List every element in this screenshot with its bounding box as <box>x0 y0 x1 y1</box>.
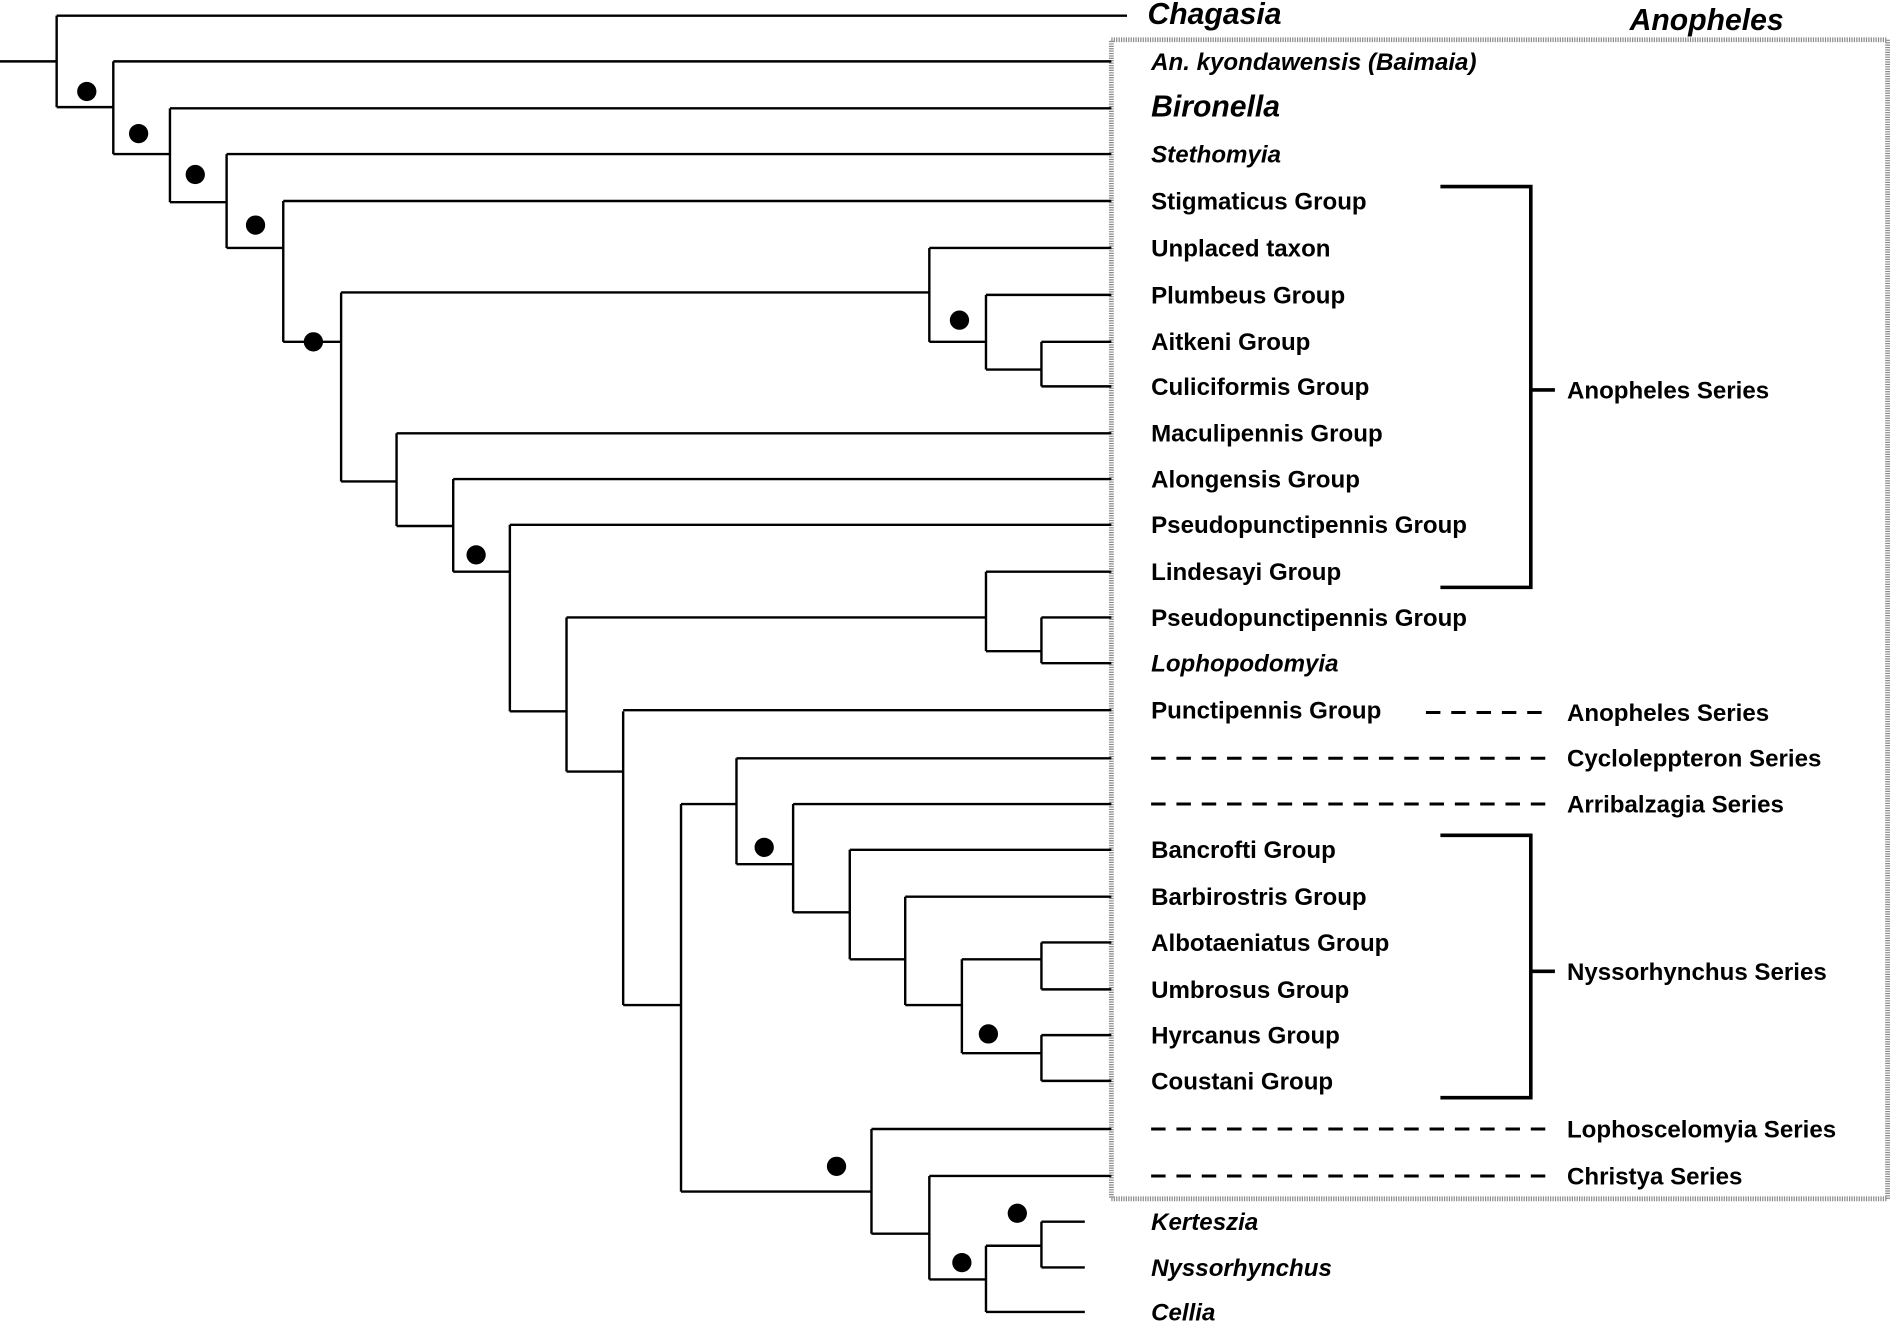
taxon-label: Maculipennis Group <box>1151 421 1383 448</box>
taxon-label: Coustani Group <box>1151 1068 1333 1095</box>
taxon-label: Hyrcanus Group <box>1151 1023 1340 1050</box>
series-bracket <box>1440 184 1555 590</box>
taxon-label: Pseudopunctipennis Group <box>1151 512 1467 539</box>
support-dot <box>128 123 149 144</box>
taxon-label: Kerteszia <box>1151 1209 1258 1236</box>
series-label: Nyssorhynchus Series <box>1567 959 1827 986</box>
taxon-label: Pseudopunctipennis Group <box>1151 605 1467 632</box>
taxon-label: Bironella <box>1151 91 1280 124</box>
taxon-label: Nyssorhynchus <box>1151 1255 1332 1282</box>
support-dot <box>952 1252 972 1273</box>
series-label: Lophoscelomyia Series <box>1567 1116 1836 1143</box>
taxon-label: Umbrosus Group <box>1151 977 1349 1004</box>
support-dot <box>77 81 97 102</box>
support-dot <box>466 545 486 565</box>
taxon-label: Stethomyia <box>1151 142 1281 169</box>
support-dot <box>1007 1203 1027 1223</box>
taxon-label: Unplaced taxon <box>1151 235 1330 262</box>
series-label: Cycloleppteron Series <box>1567 746 1821 773</box>
series-label: Anopheles Series <box>1567 377 1769 404</box>
support-dot <box>949 310 970 330</box>
taxon-label: Lophopodomyia <box>1151 651 1338 678</box>
taxon-label: Culiciformis Group <box>1151 374 1369 401</box>
taxon-label: Chagasia <box>1148 0 1282 31</box>
taxon-label: Lindesayi Group <box>1151 559 1341 586</box>
taxon-label: An. kyondawensis (Baimaia) <box>1150 49 1476 76</box>
series-label: Anopheles Series <box>1567 700 1769 727</box>
series-bracket <box>1440 833 1555 1100</box>
taxon-label: Aitkeni Group <box>1151 329 1310 356</box>
support-dots <box>77 81 1027 1273</box>
taxon-label: Stigmaticus Group <box>1151 188 1367 215</box>
taxon-labels: Chagasia An. kyondawensis (Baimaia) Birone… <box>1148 0 1477 1324</box>
anopheles-box-title: Anopheles <box>1629 4 1784 37</box>
anopheles-genus-box <box>1108 37 1890 1202</box>
series-label: Arribalzagia Series <box>1567 791 1784 818</box>
support-dot <box>245 215 266 235</box>
taxon-label: Albotaeniatus Group <box>1151 930 1389 957</box>
taxon-label: Barbirostris Group <box>1151 884 1367 911</box>
support-dot <box>978 1024 999 1044</box>
support-dot <box>826 1156 847 1176</box>
support-dot <box>303 332 324 352</box>
tree-branches <box>0 14 1128 1314</box>
series-label: Christya Series <box>1567 1163 1742 1190</box>
support-dot <box>185 164 205 185</box>
taxon-label: Alongensis Group <box>1151 466 1360 493</box>
taxon-label: Plumbeus Group <box>1151 282 1345 309</box>
support-dot <box>754 837 774 857</box>
taxon-label: Punctipennis Group <box>1151 698 1381 725</box>
series-annotations: Anopheles Series Nyssorhynchus Series Anop… <box>1151 184 1836 1190</box>
taxon-label: Bancrofti Group <box>1151 837 1336 864</box>
taxon-label: Cellia <box>1151 1299 1215 1324</box>
